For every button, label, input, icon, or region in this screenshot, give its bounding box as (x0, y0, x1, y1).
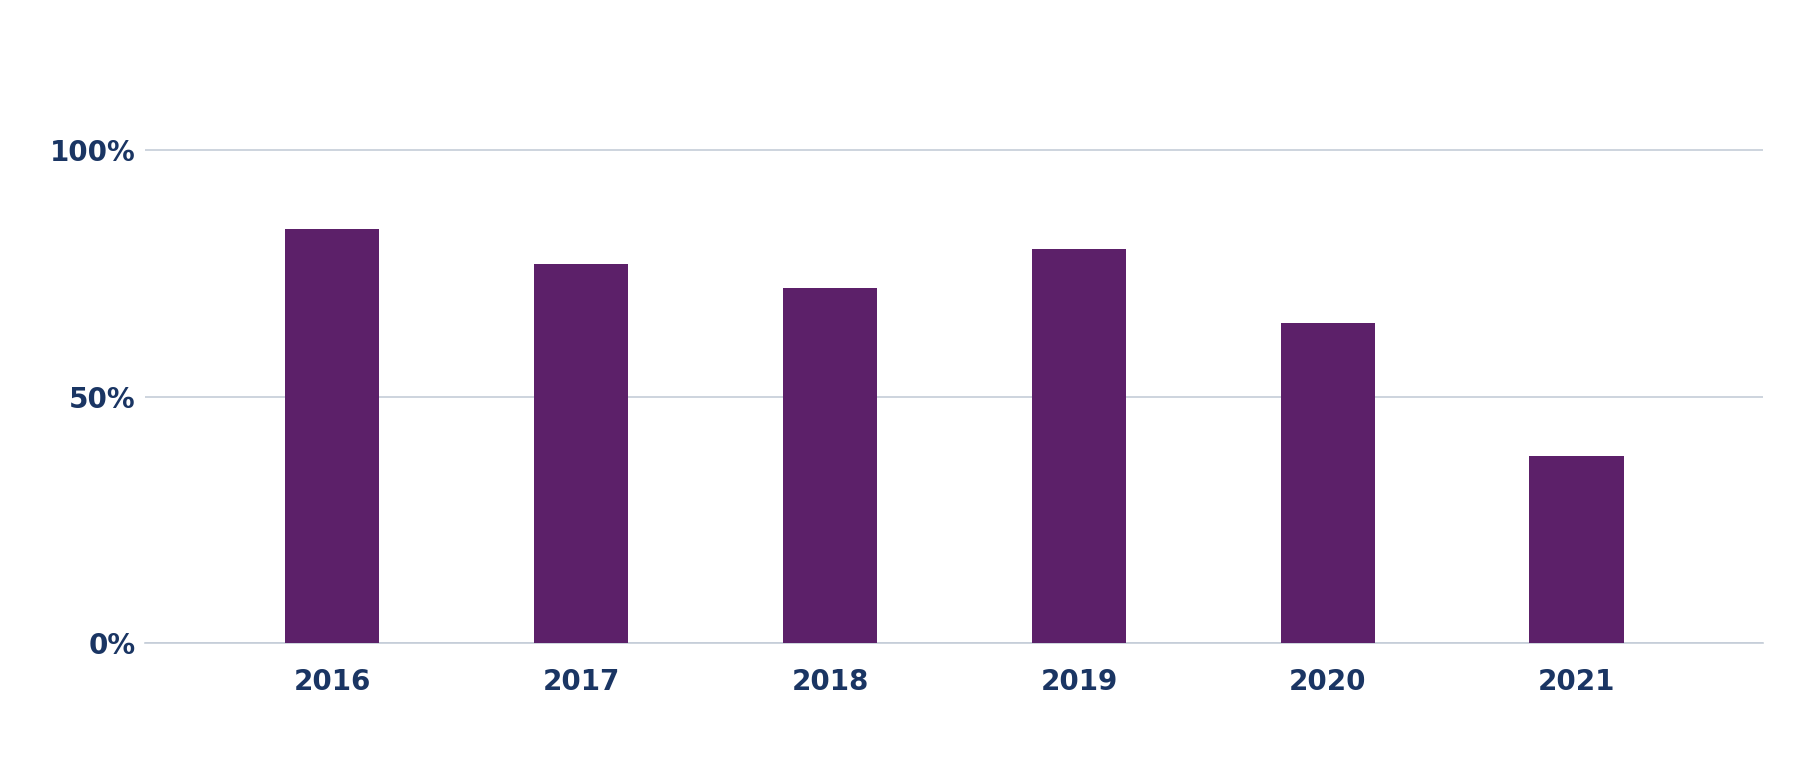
Bar (1529, 456, 1623, 643)
Bar (1280, 322, 1374, 643)
Bar (784, 288, 878, 643)
Bar (285, 229, 380, 643)
Bar (1031, 249, 1125, 643)
Bar (534, 263, 629, 643)
